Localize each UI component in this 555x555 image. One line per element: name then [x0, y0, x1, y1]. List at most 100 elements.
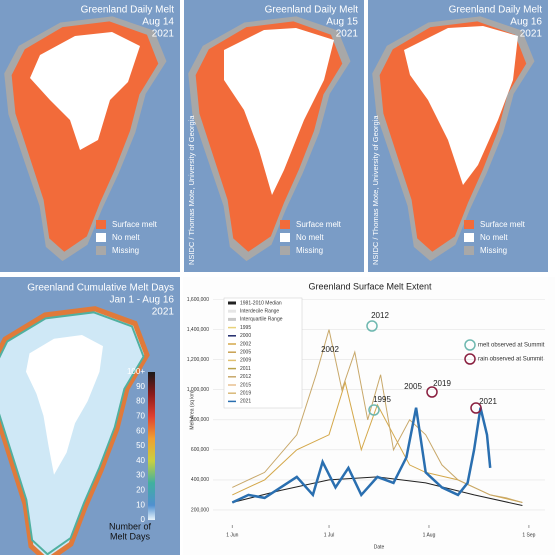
chart: Greenland Surface Melt Extent 200,000 400,…	[187, 281, 545, 550]
legend-label: 1981-2010 Median	[240, 300, 282, 306]
colorbar-title: Number of	[109, 521, 152, 531]
panel-year: 2021	[336, 29, 359, 40]
legend-swatch	[96, 220, 106, 229]
chart-title: Greenland Surface Melt Extent	[308, 281, 432, 291]
legend-label: 2015	[240, 382, 251, 388]
legend-label: Missing	[296, 246, 323, 255]
colorbar-title: Melt Days	[110, 531, 151, 541]
x-tick-label: 1 Jun	[226, 532, 238, 538]
y-tick-label: 600,000	[191, 447, 209, 453]
y-tick-label: 800,000	[191, 417, 209, 423]
panel-year: 2021	[520, 29, 543, 40]
x-tick-label: 1 Aug	[423, 532, 436, 538]
colorbar-label: 50	[136, 441, 145, 450]
summit-label: melt observed at Summit	[478, 343, 545, 349]
credit: NSIDC / Thomas Mote, University of Georg…	[371, 115, 380, 265]
x-axis-label: Date	[374, 544, 385, 550]
summit-label: rain observed at Summit	[478, 357, 543, 363]
legend-label: Interdecile Range	[240, 309, 279, 315]
legend-label: 2005	[240, 350, 251, 356]
legend-swatch	[464, 246, 474, 255]
x-tick-label: 1 Sep	[522, 532, 535, 538]
colorbar-label: 40	[136, 456, 145, 465]
summit-key	[464, 353, 476, 365]
y-tick-label: 1,400,000	[187, 327, 209, 333]
summit-marker	[426, 386, 438, 398]
colorbar-label: 20	[136, 486, 145, 495]
y-axis-label: Melt Area (sq km)	[189, 390, 195, 430]
panel-year: 2021	[152, 307, 175, 318]
legend-label: No melt	[480, 233, 508, 242]
panel-title: Greenland Daily Melt	[449, 5, 543, 16]
legend-label: 2019	[240, 391, 251, 397]
summit-key	[464, 339, 476, 351]
y-tick-label: 1,000,000	[187, 387, 209, 393]
legend: 1981-2010 Median Interdecile Range Interqu…	[223, 297, 303, 409]
colorbar-label: 70	[136, 412, 145, 421]
y-tick-label: 400,000	[191, 477, 209, 483]
x-tick-label: 1 Jul	[324, 532, 335, 538]
annotation: 2019	[433, 379, 451, 388]
legend-swatch	[96, 233, 106, 242]
colorbar-label: 10	[136, 500, 145, 509]
colorbar-label: 90	[136, 382, 145, 391]
annotation: 2002	[321, 345, 339, 354]
legend-label: No melt	[296, 233, 324, 242]
legend-swatch	[464, 220, 474, 229]
series-line	[232, 329, 523, 503]
panel-title: Greenland Daily Melt	[81, 5, 175, 16]
legend-swatch	[280, 246, 290, 255]
legend-swatch	[96, 246, 106, 255]
legend-label: 2011	[240, 366, 251, 372]
legend-label: 2012	[240, 374, 251, 380]
legend-label: Surface melt	[480, 220, 526, 229]
legend-label: Surface melt	[296, 220, 342, 229]
colorbar-label: 100+	[127, 367, 145, 376]
panel-dates: Jan 1 - Aug 16	[110, 295, 175, 306]
annotation: 2005	[404, 382, 422, 391]
legend-label: 2009	[240, 358, 251, 364]
panel-date: Aug 14	[142, 17, 174, 28]
summit-marker	[366, 320, 378, 332]
legend-box	[223, 297, 303, 409]
y-tick-label: 200,000	[191, 507, 209, 513]
colorbar	[148, 372, 155, 520]
legend-label: 2002	[240, 341, 251, 347]
legend-label: 1995	[240, 325, 251, 331]
summit-marker	[470, 402, 482, 414]
no-melt	[30, 32, 140, 150]
annotation: 1995	[373, 395, 391, 404]
colorbar-label: 30	[136, 471, 145, 480]
legend-label: Surface melt	[112, 220, 158, 229]
no-melt	[224, 28, 334, 195]
annotation: 2012	[371, 311, 389, 320]
y-tick-label: 1,600,000	[187, 297, 209, 303]
legend-swatch	[280, 220, 290, 229]
panel-date: Aug 16	[510, 17, 542, 28]
panel-date: Aug 15	[326, 17, 358, 28]
legend-label: Interquartile Range	[240, 317, 283, 323]
series-line	[231, 407, 492, 504]
legend-label: 2021	[240, 399, 251, 405]
annotation: 2021	[479, 397, 497, 406]
colorbar-label: 80	[136, 397, 145, 406]
legend-label: No melt	[112, 233, 140, 242]
legend-swatch	[280, 233, 290, 242]
panel-year: 2021	[152, 29, 175, 40]
summit-marker	[368, 404, 380, 416]
y-tick-label: 1,200,000	[187, 357, 209, 363]
panel-title: Greenland Daily Melt	[265, 5, 359, 16]
no-melt	[404, 26, 518, 185]
colorbar-label: 0	[141, 515, 146, 524]
legend-swatch	[464, 233, 474, 242]
legend-label: 2000	[240, 333, 251, 339]
legend-label: Missing	[480, 246, 507, 255]
credit: NSIDC / Thomas Mote, University of Georg…	[187, 115, 196, 265]
legend-label: Missing	[112, 246, 139, 255]
panel-title: Greenland Cumulative Melt Days	[27, 283, 174, 294]
